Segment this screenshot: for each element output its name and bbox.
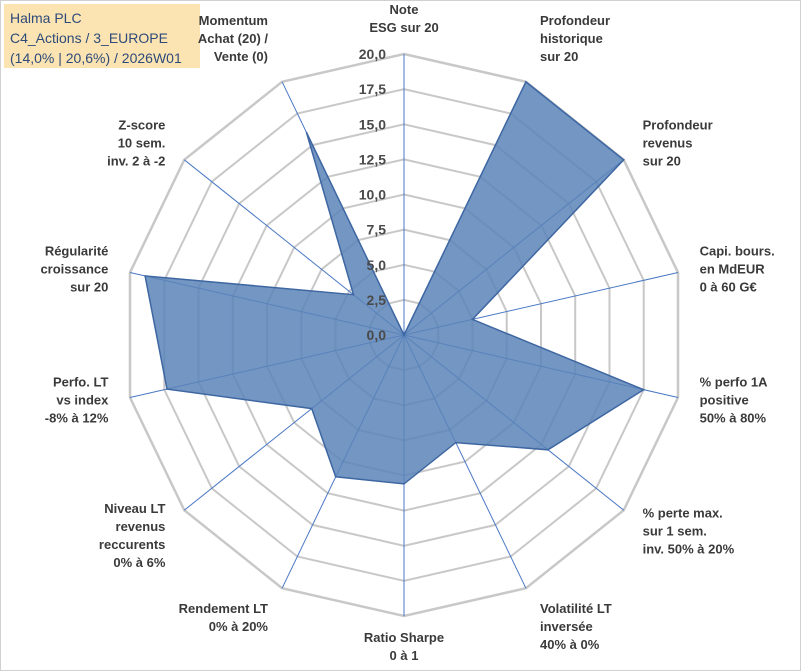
data-point [455,441,457,444]
category-label: Régularité croissance sur 20 [40,243,108,294]
chart-header: Halma PLC C4_Actions / 3_EUROPE (14,0% |… [4,4,200,68]
category-label: Profondeur revenus sur 20 [643,118,713,169]
data-point [310,407,313,410]
category-label: Capi. bours. en MdEUR 0 à 60 G€ [700,243,775,294]
data-point [642,388,645,391]
data-point [622,159,625,161]
category-label: Perfo. LT vs index -8% à 12% [45,375,109,426]
category-label: Profondeur historique sur 20 [540,13,610,64]
tick-label: 7,5 [367,222,387,238]
tick-layer: 0,0 2,5 5,0 7,5 10,0 12,5 15,0 17,5 20,0 [359,46,386,343]
data-point [525,81,527,83]
category-path: C4_Actions / 3_EUROPE [10,30,168,46]
tick-label: 2,5 [367,292,387,308]
category-label: Momentum Achat (20) / Vente (0) [198,13,268,64]
data-point [166,388,168,390]
data-point [547,449,549,451]
tick-label: 12,5 [359,151,386,167]
tick-label: 15,0 [359,116,386,132]
tick-label: 20,0 [359,46,386,62]
tick-label: 5,0 [367,257,387,273]
category-label: % perte max. sur 1 sem. inv. 50% à 20% [643,505,735,556]
category-label: Note ESG sur 20 [369,2,438,35]
data-point [305,131,308,134]
tick-label: 10,0 [359,187,386,203]
data-point [352,293,355,296]
tick-label: 0,0 [367,327,387,343]
category-label: Rendement LT 0% à 20% [179,601,269,634]
data-point [403,483,405,485]
data-point [403,334,405,336]
category-label: Niveau LT revenus reccurents 0% à 6% [99,501,166,570]
tick-label: 17,5 [359,81,386,97]
series-layer [144,80,646,485]
category-label-layer: Note ESG sur 20 Profondeur historique sur 20… [40,2,774,663]
category-label: Ratio Sharpe 0 à 1 [364,630,444,663]
category-label: Z-score 10 sem. inv. 2 à -2 [107,118,165,169]
category-label: % perfo 1A positive 50% à 80% [700,375,769,426]
category-label: Volatilité LT inversée 40% à 0% [540,601,612,652]
data-point [334,476,337,478]
performance-week: (14,0% | 20,6%) / 2026W01 [10,50,182,66]
data-point [144,275,146,277]
company-name: Halma PLC [10,10,82,26]
data-point [471,318,474,321]
